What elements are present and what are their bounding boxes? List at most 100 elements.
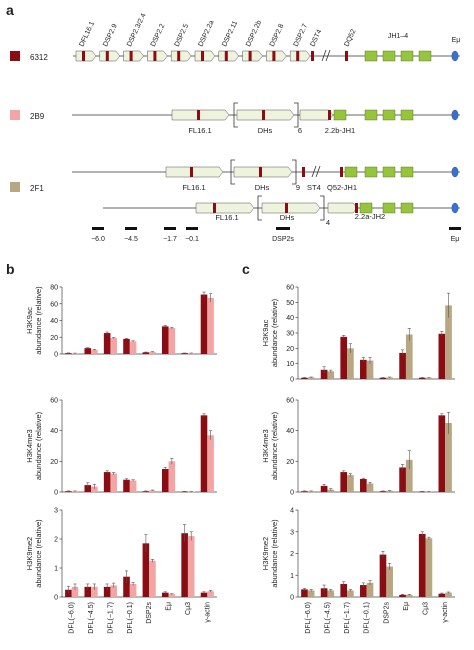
count-label-2b9: 6: [298, 126, 302, 135]
y-tick-label: 40: [286, 428, 294, 435]
bar-6312: [161, 592, 169, 597]
fl16-label-2f1a: FL16.1: [182, 183, 205, 192]
y-tick-label: 1: [290, 573, 294, 580]
x-tick-label: DFL(−6.0): [69, 602, 76, 634]
gene-label: DSP2.5: [174, 23, 191, 48]
y-tick-label: 2: [54, 537, 58, 544]
x-tick-label: γ-actin: [442, 602, 449, 623]
bar-6312: [142, 491, 150, 492]
bar-6312: [84, 485, 92, 492]
panel-label-c: c: [242, 261, 250, 277]
bar-6312: [200, 415, 208, 492]
bar-6312: [340, 583, 348, 597]
gene-label: DSP2.2: [150, 23, 167, 48]
bar-2B9: [149, 351, 156, 354]
y-tick-label: 4: [290, 508, 294, 515]
fl16-label-2b9: FL16.1: [188, 126, 211, 135]
probe-label-4: −0.1: [185, 236, 199, 243]
y-tick-label: 3: [54, 508, 58, 515]
bar-2B9: [187, 353, 195, 354]
dsp-segment: [170, 50, 192, 62]
gene-label: DSP2.11: [221, 20, 239, 48]
y-tick-label: 20: [286, 459, 294, 466]
y-tick-label: 20: [50, 459, 58, 466]
y-tick-label: 20: [50, 335, 58, 342]
chart-c-2: 0 20 40 60 H3K4me3 abundance (relative): [261, 398, 455, 497]
bar-2F1: [327, 590, 335, 597]
bar-2B9: [168, 461, 176, 492]
y-tick-label: 60: [50, 301, 58, 308]
y-tick-label: 0: [54, 490, 58, 497]
jh4-segment: [418, 50, 432, 62]
gene-label: DSP2.9: [102, 23, 119, 48]
bar-2F1: [405, 334, 413, 379]
bar-6312: [65, 589, 72, 597]
dq52-segment: [345, 51, 348, 61]
bar-2F1: [347, 590, 354, 597]
bar-6312: [123, 576, 130, 597]
gene-label: DFL16.1: [78, 20, 96, 47]
eu-enhancer: [451, 50, 459, 62]
y-tick-label: 40: [50, 318, 58, 325]
x-tick-label: Eμ: [166, 602, 173, 611]
bar-6312: [181, 533, 188, 597]
bar-6312: [200, 294, 208, 354]
bar-6312: [123, 338, 130, 354]
dsp-segment: [194, 50, 216, 62]
y-tick-label: 20: [286, 346, 294, 353]
bar-2F1: [425, 538, 433, 597]
chart-b-3: 0 1 2 3 H3K9me2 abundance (relative) DFL(−6.0)…: [25, 508, 217, 634]
dsp-segment: [242, 50, 263, 62]
bar-2F1: [327, 371, 335, 379]
bar-2F1: [347, 348, 354, 379]
probe-bar-5: [276, 227, 290, 230]
bar-6312: [123, 479, 130, 492]
bar-6312: [438, 593, 446, 597]
y-axis-label: H3K9ac: [261, 319, 270, 346]
dsp-segment: [266, 50, 287, 62]
bar-6312: [340, 336, 348, 379]
count-label-2f1a: 9: [296, 183, 300, 192]
bar-6312: [142, 543, 150, 597]
legend-label-6312: 6312: [30, 53, 48, 62]
dhs-label-2f1a: DHs: [255, 183, 270, 192]
bar-6312: [320, 485, 328, 492]
y-axis-label-unit: abundance (relative): [34, 411, 43, 480]
x-tick-label: DFL(−1.7): [344, 602, 351, 634]
legend-swatch-2F1: [10, 182, 20, 192]
bar-2F1: [386, 490, 393, 492]
jh3-segment: [400, 50, 414, 62]
x-tick-label: DSP2s: [383, 602, 390, 624]
bar-2B9: [187, 536, 195, 597]
bar-2F1: [445, 592, 452, 597]
y-axis-label-unit: abundance (relative): [34, 519, 43, 588]
y-axis-label-unit: abundance (relative): [270, 411, 279, 480]
x-tick-label: Cμ3: [423, 602, 430, 615]
bar-2F1: [405, 459, 413, 492]
dsp-segment-marker: [224, 51, 228, 61]
gene-label: DQ52: [343, 28, 357, 48]
bar-2B9: [187, 491, 195, 493]
bar-6312: [379, 377, 387, 379]
dsp-segment: [99, 50, 121, 62]
bar-6312: [360, 359, 367, 379]
bar-6312: [84, 348, 92, 354]
gene-label: JH1–4: [388, 33, 408, 40]
chart-b-1: 0 20 40 60 80 H3K9ac abundance (relative): [25, 285, 217, 359]
y-tick-label: 60: [286, 285, 294, 292]
y-tick-label: 10: [286, 361, 294, 368]
dhs-label-2f1b: DHs: [280, 213, 295, 222]
bar-2B9: [168, 328, 176, 354]
bar-2B9: [71, 586, 79, 597]
x-tick-label: DFL(−0.1): [127, 602, 134, 634]
gene-label: DST4: [309, 29, 323, 48]
bar-6312: [399, 352, 406, 379]
bar-2B9: [71, 491, 79, 492]
jh2-segment: [382, 50, 396, 62]
dsp-segment-marker: [201, 51, 204, 61]
y-tick-label: 50: [286, 300, 294, 307]
y-tick-label: 40: [50, 428, 58, 435]
probe-label-5: DSP2s: [272, 236, 294, 243]
bar-6312: [418, 491, 426, 493]
bar-2F1: [307, 491, 315, 492]
